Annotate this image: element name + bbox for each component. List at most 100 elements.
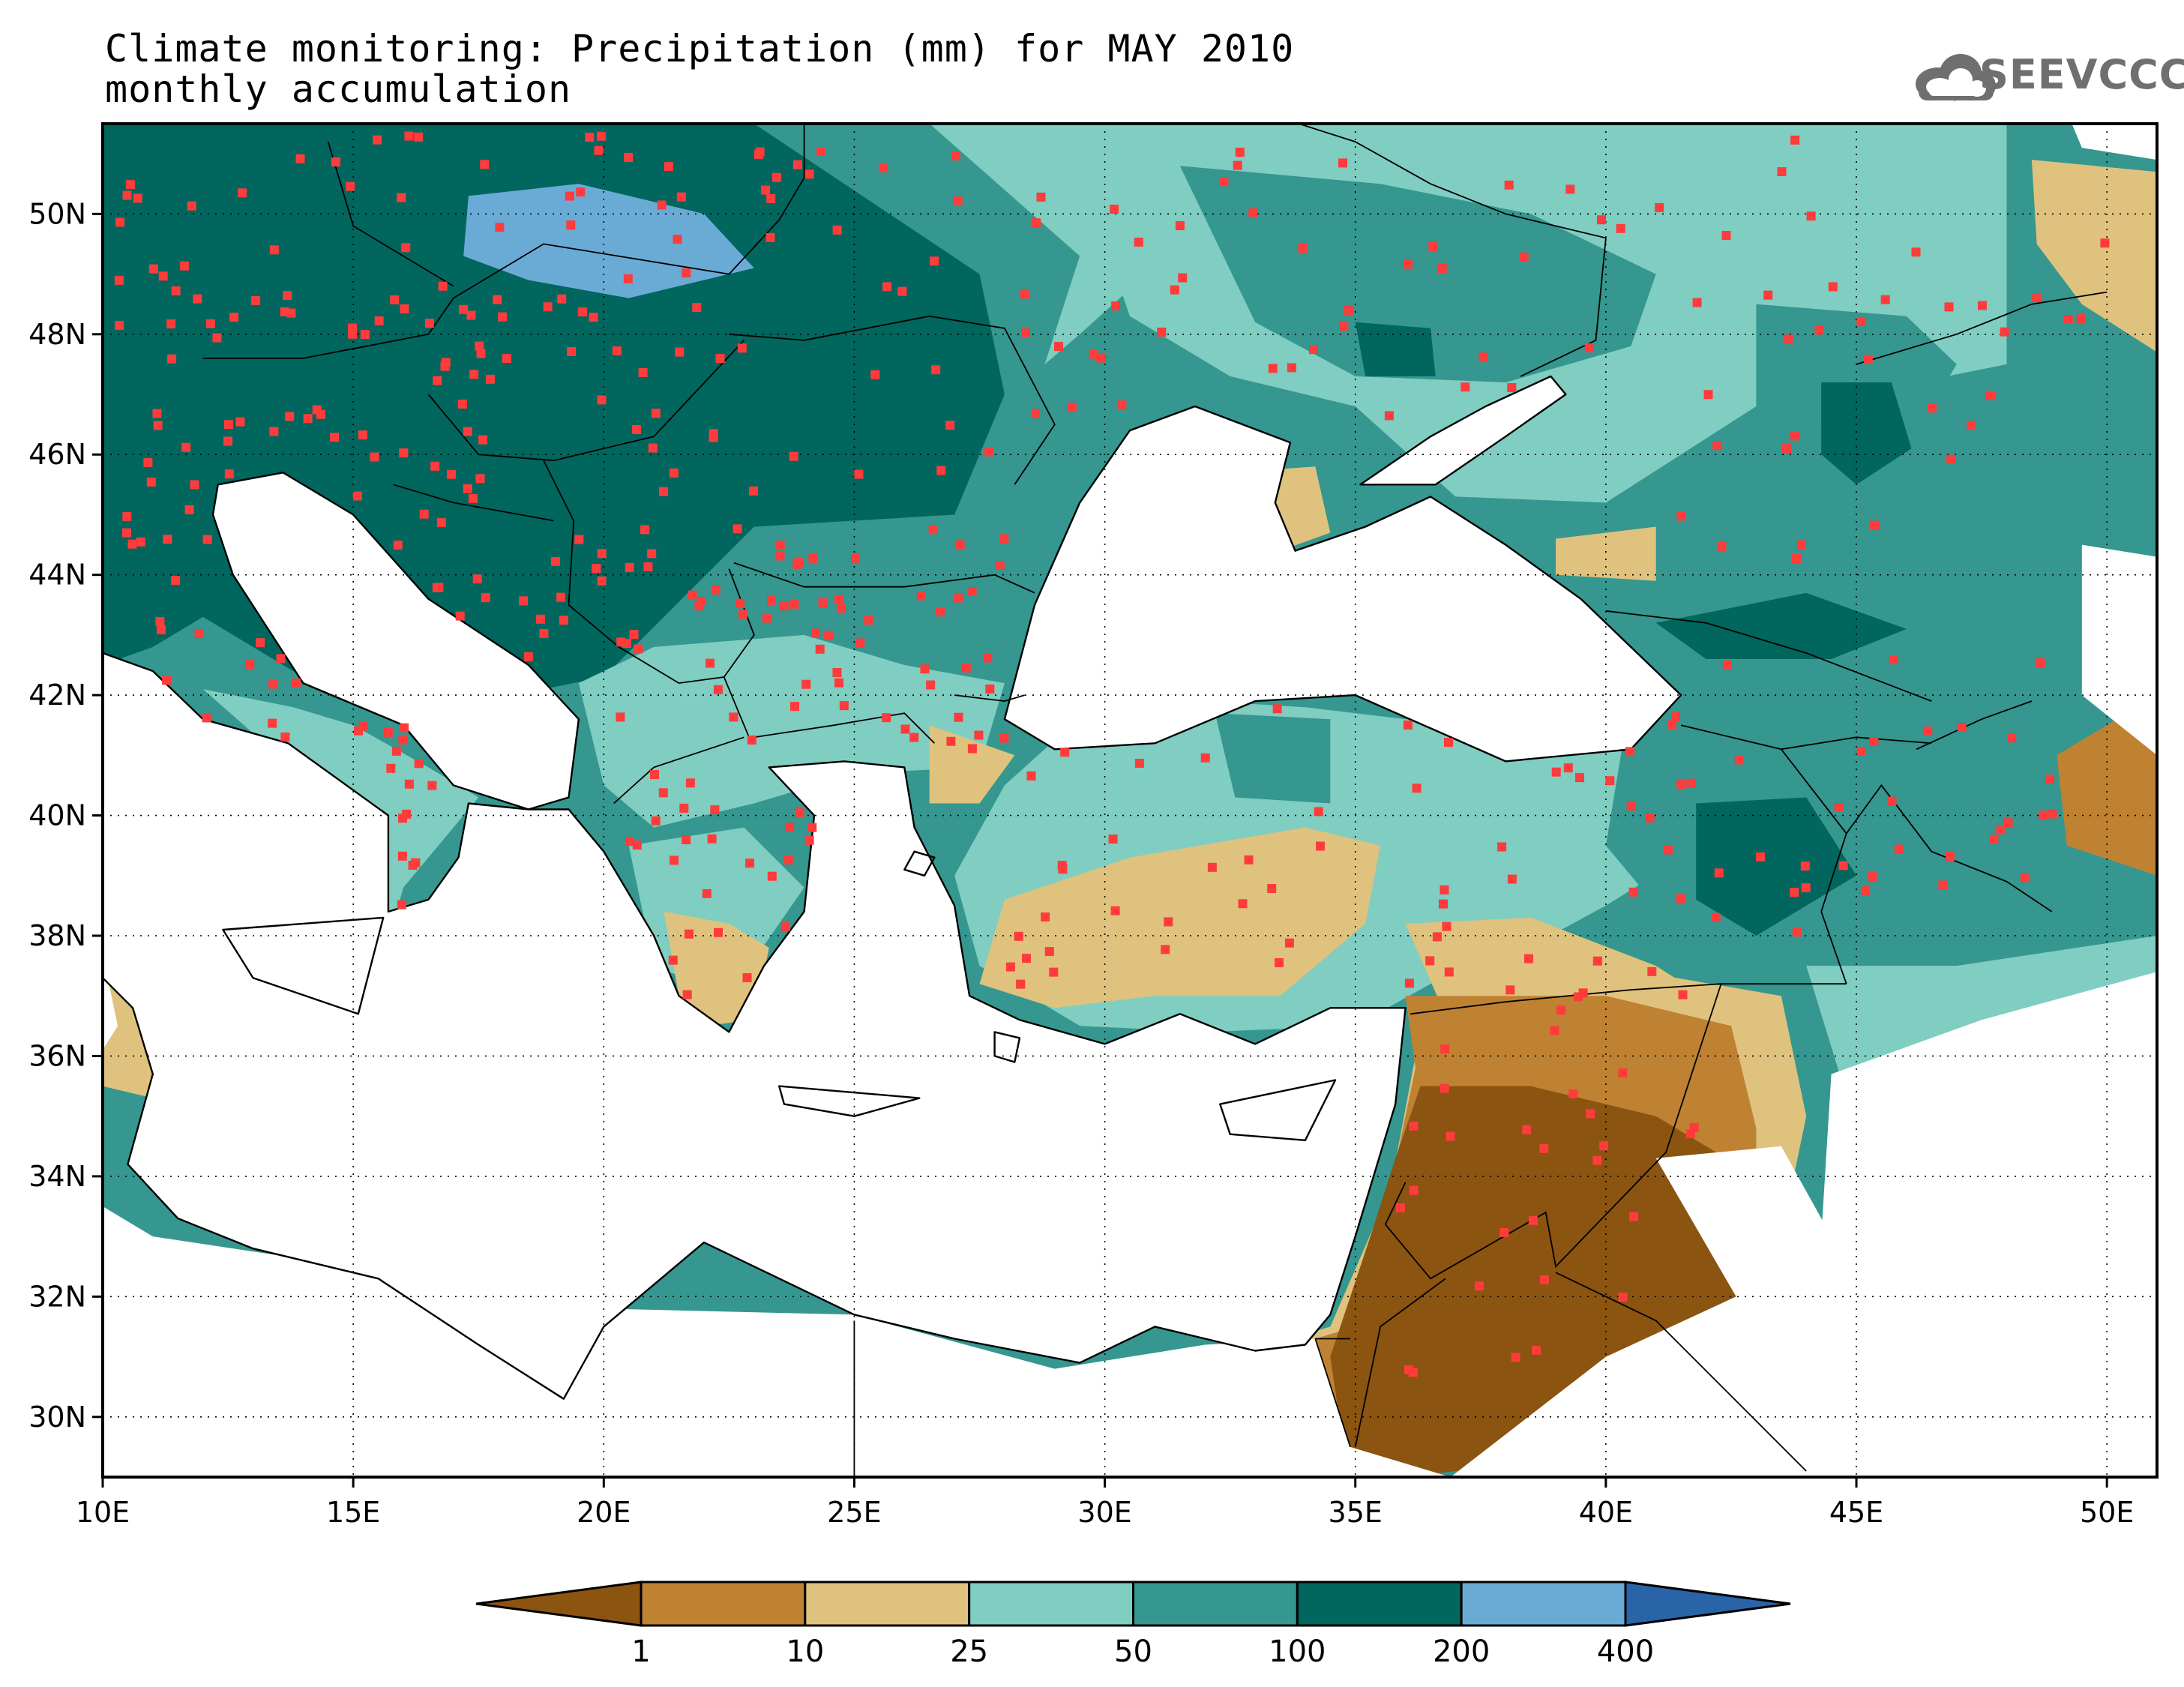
station-marker-42 [153, 421, 163, 430]
station-marker-83 [478, 435, 488, 445]
colorbar-label: 200 [1433, 1635, 1490, 1669]
station-marker-342 [1678, 990, 1688, 999]
station-marker-274 [1781, 444, 1791, 454]
station-marker-424 [156, 625, 166, 635]
station-marker-60 [436, 518, 446, 528]
station-marker-359 [1238, 899, 1248, 909]
station-marker-412 [1532, 1345, 1541, 1355]
field-100-200-donbas [1355, 322, 1436, 376]
station-marker-337 [1275, 958, 1284, 967]
sea-area-6 [2072, 124, 2157, 160]
station-marker-8 [166, 319, 176, 328]
station-marker-343 [1026, 771, 1036, 781]
station-marker-5 [498, 312, 507, 322]
station-marker-51 [143, 458, 153, 468]
station-marker-465 [651, 816, 661, 826]
station-marker-123 [755, 147, 765, 157]
station-marker-38 [122, 190, 132, 200]
station-marker-108 [585, 132, 595, 142]
station-marker-265 [1927, 403, 1937, 413]
country-borders [103, 124, 2108, 1477]
station-marker-370 [1605, 776, 1615, 786]
station-marker-198 [766, 595, 776, 605]
station-marker-293 [1676, 511, 1686, 521]
station-marker-105 [999, 534, 1009, 544]
station-marker-85 [235, 417, 245, 427]
station-marker-171 [882, 713, 891, 723]
field-50-100-central-anatolia [1215, 713, 1331, 804]
station-marker-95 [675, 347, 685, 357]
station-marker-232 [1597, 215, 1606, 225]
station-marker-28 [187, 201, 196, 211]
field-1-10-caspian [2057, 695, 2157, 876]
station-marker-113 [664, 162, 673, 172]
station-marker-262 [1504, 180, 1514, 190]
station-marker-153 [945, 421, 955, 430]
station-marker-53 [475, 474, 485, 484]
station-marker-220 [832, 668, 842, 677]
station-marker-188 [983, 653, 993, 663]
colorbar-segment-0 [640, 1581, 807, 1627]
station-marker-408 [1408, 1368, 1418, 1377]
station-marker-372 [1989, 835, 1999, 844]
map-frame [101, 122, 2159, 1479]
station-marker-368 [1671, 712, 1680, 721]
station-marker-247 [1178, 273, 1188, 283]
station-marker-47 [565, 191, 574, 201]
station-marker-39 [184, 505, 194, 514]
station-marker-388 [1938, 880, 1948, 890]
station-marker-49 [463, 484, 472, 493]
coastline-1 [1003, 405, 1682, 763]
station-marker-199 [472, 574, 482, 584]
station-marker-323 [1016, 979, 1026, 989]
station-marker-463 [780, 922, 790, 931]
border-line-11 [1155, 124, 1607, 377]
lat-tick-label: 36N [28, 1039, 86, 1072]
station-marker-174 [616, 637, 626, 647]
station-marker-41 [543, 302, 553, 312]
station-marker-195 [597, 576, 607, 586]
station-marker-120 [737, 343, 747, 353]
sea-area-7 [2081, 544, 2157, 756]
station-marker-161 [616, 712, 625, 722]
colorbar-segment-1 [804, 1581, 971, 1627]
station-marker-115 [709, 429, 718, 439]
station-marker-376 [1790, 888, 1799, 897]
station-marker-289 [1946, 454, 1956, 464]
border-line-19 [1354, 1278, 1446, 1448]
sea-area-3 [1360, 376, 1566, 485]
station-marker-245 [1428, 241, 1438, 251]
station-marker-90 [114, 320, 124, 330]
station-marker-304 [1507, 874, 1517, 884]
border-line-26 [1856, 291, 2108, 365]
station-marker-445 [358, 721, 368, 731]
station-marker-432 [404, 779, 414, 789]
station-marker-312 [1316, 841, 1325, 851]
sea-area-0 [213, 472, 579, 810]
station-marker-321 [1664, 845, 1673, 855]
station-marker-166 [954, 593, 963, 603]
station-marker-380 [1734, 755, 1744, 765]
border-line-13 [1605, 610, 1932, 702]
station-marker-325 [1244, 855, 1254, 864]
station-marker-322 [1425, 956, 1435, 966]
coastline-adriatic [211, 472, 580, 811]
station-marker-318 [1667, 720, 1677, 730]
station-marker-243 [1460, 382, 1470, 392]
station-marker-142 [766, 193, 776, 203]
station-marker-54 [430, 461, 440, 471]
station-marker-208 [801, 679, 811, 689]
station-marker-110 [676, 192, 686, 202]
station-marker-79 [485, 374, 495, 384]
station-marker-67 [127, 539, 137, 549]
station-marker-191 [455, 611, 465, 621]
lon-tick-label: 35E [1329, 1496, 1383, 1529]
station-marker-363 [1887, 796, 1897, 806]
station-marker-353 [1161, 945, 1170, 954]
station-marker-402 [1409, 1185, 1419, 1195]
station-marker-12 [251, 295, 261, 305]
station-marker-302 [1284, 938, 1294, 948]
station-marker-385 [1945, 852, 1955, 861]
station-marker-258 [1338, 158, 1347, 168]
station-marker-119 [761, 185, 771, 195]
